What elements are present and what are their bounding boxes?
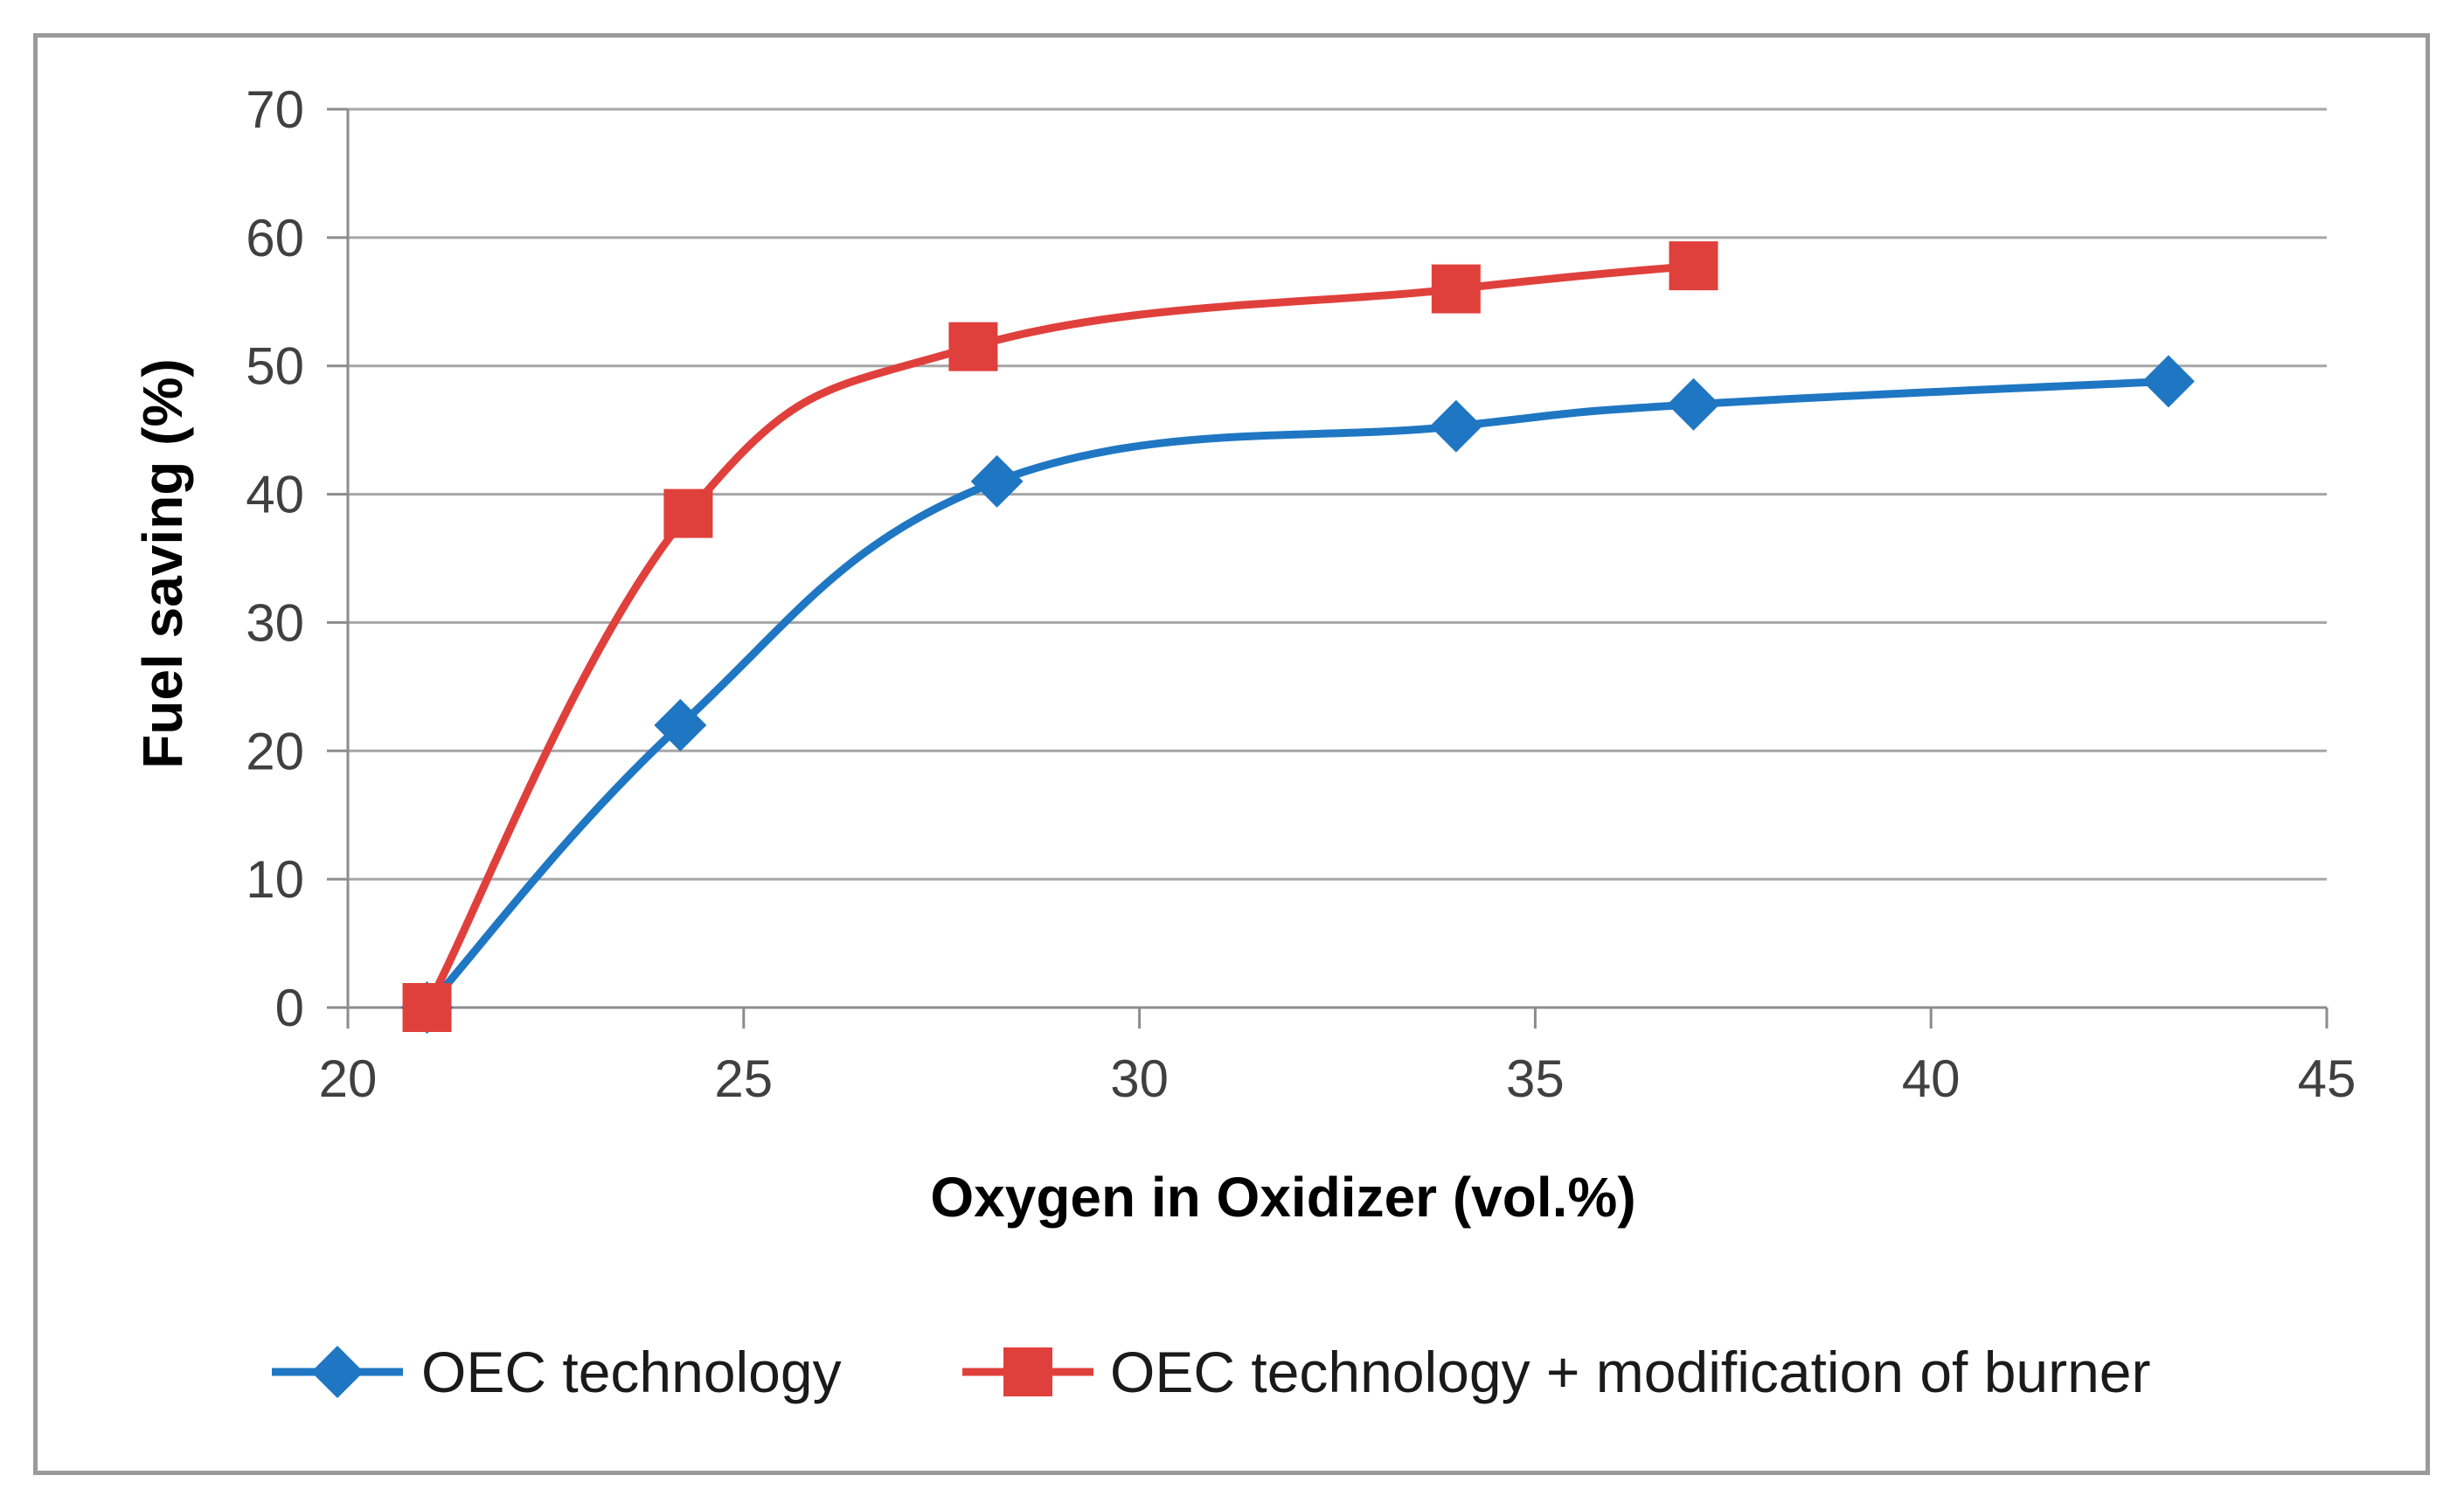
legend-marker: [1003, 1347, 1052, 1396]
legend: OEC technology OEC technology + modificat…: [272, 1340, 2150, 1404]
x-tick-label: 25: [714, 1049, 773, 1108]
data-point-series-1: [402, 983, 452, 1032]
axes-layer: 0 10 20 30 40 50 60 70 20 25 30 35 40 45: [246, 80, 2356, 1108]
y-tick-label: 30: [246, 593, 304, 652]
y-tick-label: 50: [246, 337, 304, 396]
y-tick-label: 0: [275, 979, 304, 1037]
y-axis-title: Fuel saving (%): [131, 358, 194, 768]
y-tick-label: 40: [246, 466, 304, 524]
legend-label: OEC technology: [421, 1340, 842, 1404]
data-point-series-0: [1667, 377, 1720, 431]
data-point-series-0: [2141, 355, 2195, 408]
legend-label: OEC technology + modification of burner: [1110, 1340, 2150, 1404]
series-layer: [400, 241, 2195, 1034]
series-line-0: [423, 377, 2173, 1012]
data-point-series-1: [1431, 264, 1481, 314]
x-axis-title: Oxygen in Oxidizer (vol.%): [930, 1166, 1635, 1229]
data-point-series-0: [1429, 399, 1482, 453]
x-tick-label: 45: [2298, 1049, 2356, 1108]
x-tick-label: 20: [319, 1049, 378, 1108]
chart-frame: [33, 33, 2430, 1475]
x-tick-label: 35: [1506, 1049, 1565, 1108]
data-point-series-1: [948, 322, 998, 371]
grid-layer: [348, 107, 2327, 881]
y-tick-label: 60: [246, 209, 304, 267]
data-point-series-0: [654, 698, 707, 752]
x-tick-label: 40: [1902, 1049, 1961, 1108]
series-line-1: [423, 261, 1698, 1012]
legend-marker: [311, 1346, 364, 1398]
data-point-series-1: [663, 488, 713, 538]
data-point-series-1: [1669, 241, 1718, 291]
data-point-series-0: [970, 454, 1024, 508]
x-tick-label: 30: [1110, 1049, 1169, 1108]
y-tick-label: 10: [246, 850, 304, 909]
y-tick-label: 20: [246, 722, 304, 780]
y-tick-label: 70: [246, 80, 304, 139]
